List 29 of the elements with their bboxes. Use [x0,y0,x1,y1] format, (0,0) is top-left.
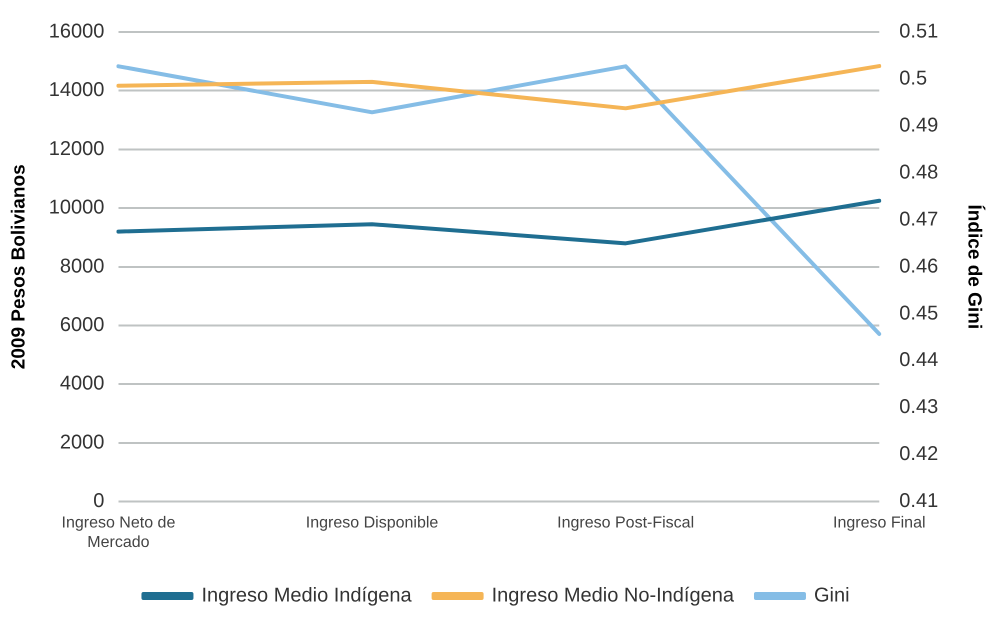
y-tick-label: 8000 [60,255,104,278]
y-tick-label: 4000 [60,372,104,395]
y-tick-label: 2000 [60,431,104,454]
legend-label: Gini [814,584,850,607]
y-tick-label: 14000 [48,79,104,102]
y2-tick-label: 0.45 [899,302,938,324]
x-tick-label: Ingreso Final [833,514,926,532]
y-tick-label: 12000 [48,138,104,160]
y2-tick-label: 0.41 [899,490,938,512]
y-tick-label: 6000 [60,314,104,336]
y2-tick-label: 0.42 [899,443,938,466]
y2-tick-label: 0.44 [899,349,938,372]
y2-tick-label: 0.51 [899,20,938,43]
y2-tick-label: 0.48 [899,161,938,184]
y2-tick-label: 0.49 [899,114,938,136]
y2-tick-label: 0.47 [899,208,938,230]
y2-tick-label: 0.5 [899,67,928,90]
y-tick-label: 10000 [48,196,104,219]
x-tick-label: Ingreso Neto de Mercado [61,514,176,551]
x-tick-label: Ingreso Post-Fiscal [557,514,694,532]
y-axis-title: 2009 Pesos Bolivianos [8,164,30,370]
y2-tick-label: 0.43 [899,396,938,418]
y-tick-label: 0 [93,490,104,512]
y-tick-label: 16000 [48,20,104,43]
legend-label: Ingreso Medio No-Indígena [492,584,735,607]
legend-label: Ingreso Medio Indígena [201,584,412,607]
y2-tick-label: 0.46 [899,255,938,278]
x-tick-label: Ingreso Disponible [306,514,438,532]
y2-axis-title: Índice de Gini [963,204,986,330]
